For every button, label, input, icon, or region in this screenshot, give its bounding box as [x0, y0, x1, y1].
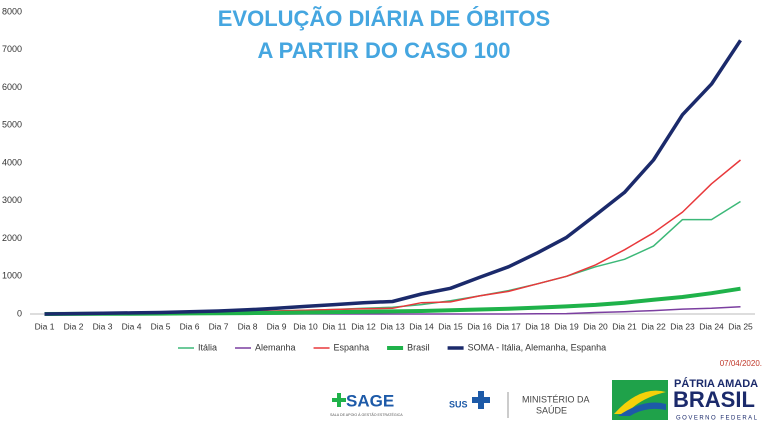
- y-tick-label: 4000: [2, 157, 22, 167]
- sage-logo: SAGE SALA DE APOIO À GESTÃO ESTRATÉGICA: [330, 391, 403, 416]
- x-tick-label: Dia 5: [151, 321, 171, 331]
- x-tick-label: Dia 18: [525, 321, 550, 331]
- x-tick-label: Dia 22: [641, 321, 666, 331]
- legend-label: Itália: [198, 342, 217, 352]
- sus-cross: [472, 391, 490, 409]
- y-tick-label: 3000: [2, 195, 22, 205]
- x-tick-label: Dia 17: [496, 321, 521, 331]
- legend-label: Alemanha: [255, 342, 296, 352]
- x-tick-label: Dia 12: [351, 321, 376, 331]
- brand-text: PÁTRIA AMADA: [674, 377, 758, 390]
- emblem-yellow: [614, 390, 666, 414]
- x-tick-label: Dia 9: [267, 321, 287, 331]
- ministry-text: SAÚDE: [536, 405, 567, 415]
- y-tick-label: 1000: [2, 271, 22, 281]
- y-tick-label: 2000: [2, 233, 22, 243]
- x-tick-label: Dia 2: [64, 321, 84, 331]
- brand-emblem: [612, 380, 668, 420]
- ministry-text: MINISTÉRIO DA: [522, 394, 590, 404]
- x-tick-label: Dia 24: [699, 321, 724, 331]
- x-tick-label: Dia 13: [380, 321, 405, 331]
- legend-label: Espanha: [334, 342, 370, 352]
- sage-subtext: SALA DE APOIO À GESTÃO ESTRATÉGICA: [330, 412, 403, 417]
- y-tick-label: 7000: [2, 44, 22, 54]
- sage-plus: [332, 393, 346, 407]
- x-tick-label: Dia 20: [583, 321, 608, 331]
- brand-text: BRASIL: [673, 387, 755, 412]
- date-note: 07/04/2020.: [720, 359, 762, 368]
- sus-logo: SUS: [449, 391, 490, 409]
- x-tick-label: Dia 23: [670, 321, 695, 331]
- y-tick-label: 0: [17, 308, 22, 318]
- x-tick-label: Dia 25: [728, 321, 753, 331]
- y-tick-label: 8000: [2, 6, 22, 16]
- x-tick-label: Dia 7: [209, 321, 229, 331]
- chart-subtitle: A PARTIR DO CASO 100: [257, 38, 510, 63]
- x-tick-label: Dia 3: [93, 321, 113, 331]
- legend-label: SOMA - Itália, Alemanha, Espanha: [468, 342, 607, 352]
- x-tick-label: Dia 15: [438, 321, 463, 331]
- x-tick-label: Dia 1: [35, 321, 55, 331]
- emblem-blue: [618, 402, 666, 416]
- x-tick-label: Dia 6: [180, 321, 200, 331]
- x-tick-label: Dia 16: [467, 321, 492, 331]
- brand-text: GOVERNO FEDERAL: [676, 416, 759, 422]
- chart-title: EVOLUÇÃO DIÁRIA DE ÓBITOS: [218, 6, 550, 31]
- x-tick-label: Dia 19: [554, 321, 579, 331]
- sus-text: SUS: [449, 399, 468, 409]
- x-tick-label: Dia 4: [122, 321, 142, 331]
- y-tick-label: 5000: [2, 120, 22, 130]
- legend-label: Brasil: [407, 342, 430, 352]
- x-tick-label: Dia 10: [293, 321, 318, 331]
- x-tick-label: Dia 21: [612, 321, 637, 331]
- x-tick-label: Dia 14: [409, 321, 434, 331]
- series-line: [44, 39, 742, 316]
- x-tick-label: Dia 11: [323, 321, 347, 331]
- y-tick-label: 6000: [2, 82, 22, 92]
- sage-text: SAGE: [346, 391, 394, 410]
- x-tick-label: Dia 8: [238, 321, 258, 331]
